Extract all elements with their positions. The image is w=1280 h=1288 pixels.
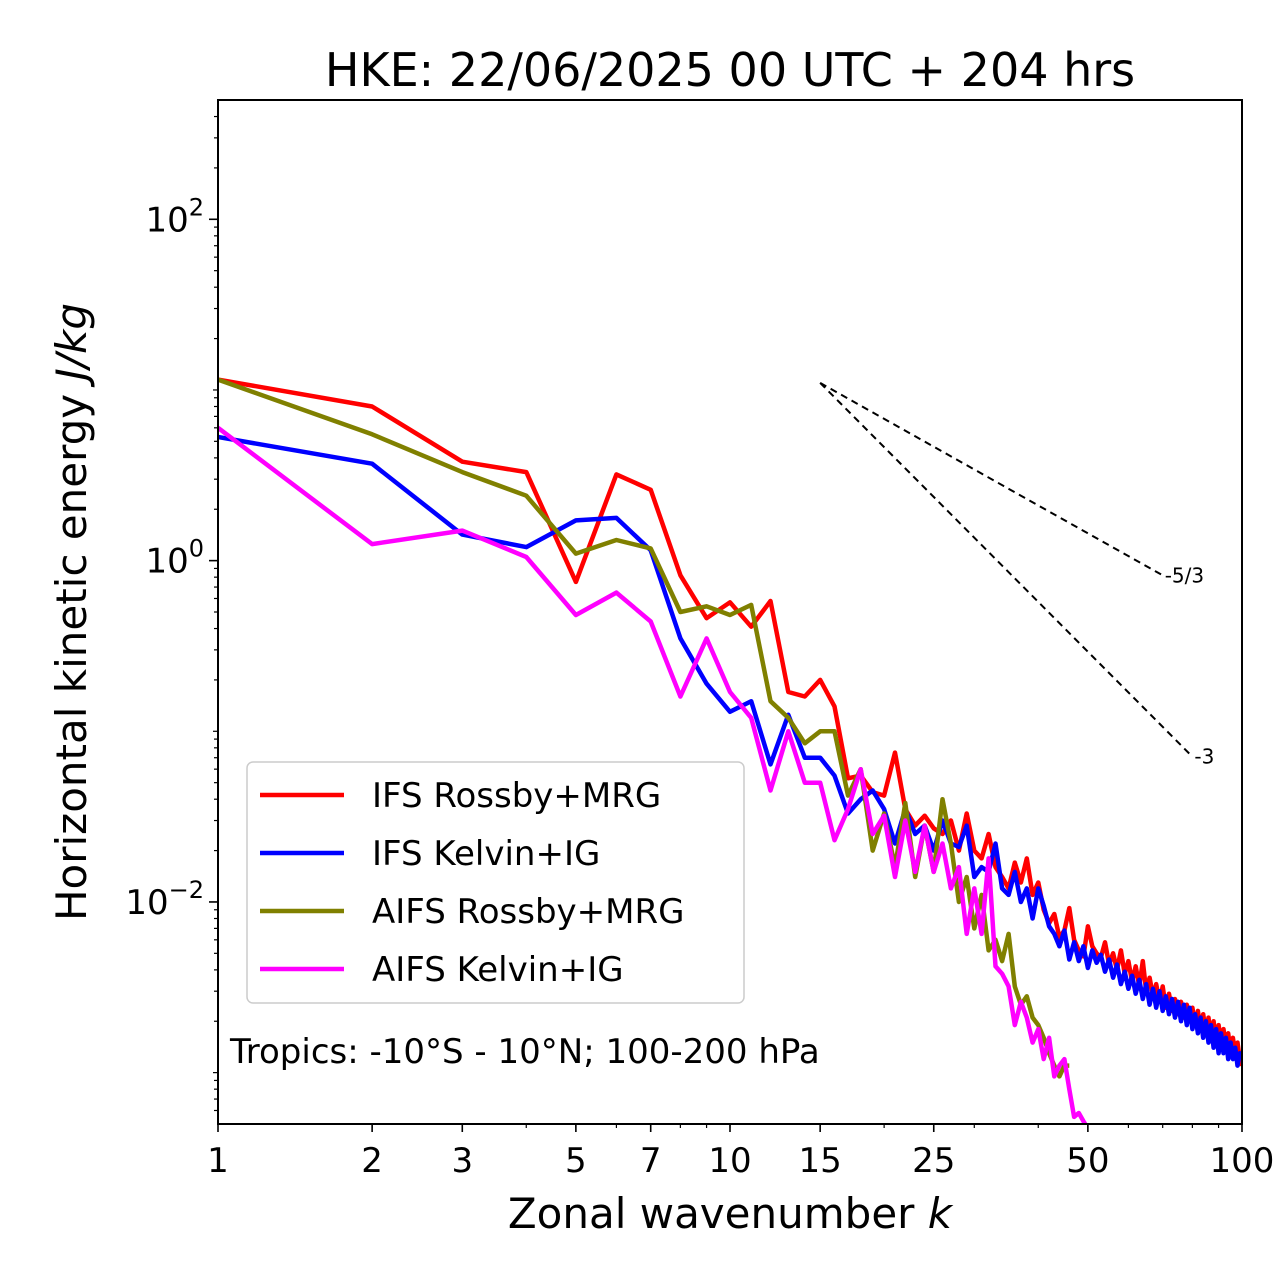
y-axis-label: Horizontal kinetic energy J/kg: [47, 303, 96, 921]
legend-label: AIFS Rossby+MRG: [372, 892, 684, 932]
reference-slope-label: -5/3: [1165, 563, 1204, 587]
x-tick-label: 3: [451, 1141, 473, 1181]
y-tick-label: 10−2: [125, 876, 204, 923]
x-tick-label: 25: [912, 1141, 955, 1181]
x-tick-label: 7: [640, 1141, 662, 1181]
x-tick-label: 5: [565, 1141, 587, 1181]
legend-label: AIFS Kelvin+IG: [372, 950, 624, 990]
y-tick-label: 100: [145, 535, 204, 582]
region-annotation: Tropics: -10°S - 10°N; 100-200 hPa: [229, 1032, 820, 1072]
legend-box: [246, 761, 745, 1004]
legend-label: IFS Rossby+MRG: [372, 776, 661, 816]
x-tick-label: 2: [361, 1141, 383, 1181]
x-axis-label: Zonal wavenumber k: [508, 1189, 954, 1238]
series-line: [218, 426, 1088, 1124]
plot-frame: [217, 99, 1243, 1125]
x-tick-label: 15: [799, 1141, 842, 1181]
series-line: [218, 434, 1242, 1068]
reference-slope-lines: [819, 382, 1194, 758]
series-lines: [218, 377, 1242, 1124]
reference-slope-label: -3: [1194, 745, 1214, 769]
chart-title: HKE: 22/06/2025 00 UTC + 204 hrs: [325, 43, 1135, 97]
x-tick-label: 10: [708, 1141, 751, 1181]
y-tick-label: 102: [145, 193, 204, 240]
legend-label: IFS Kelvin+IG: [372, 834, 600, 874]
legend: IFS Rossby+MRG IFS Kelvin+IG AIFS Rossby+M…: [246, 761, 745, 1004]
reference-slope-line: [819, 382, 1194, 758]
x-tick-label: 50: [1066, 1141, 1109, 1181]
axis-ticks: 1 2 3 5 7 10 15 25 50 100 10−2 100 102 -5/3 -3: [125, 115, 1275, 1181]
reference-slope-line: [819, 382, 1164, 577]
x-tick-label: 1: [207, 1141, 229, 1181]
x-tick-label: 100: [1210, 1141, 1275, 1181]
